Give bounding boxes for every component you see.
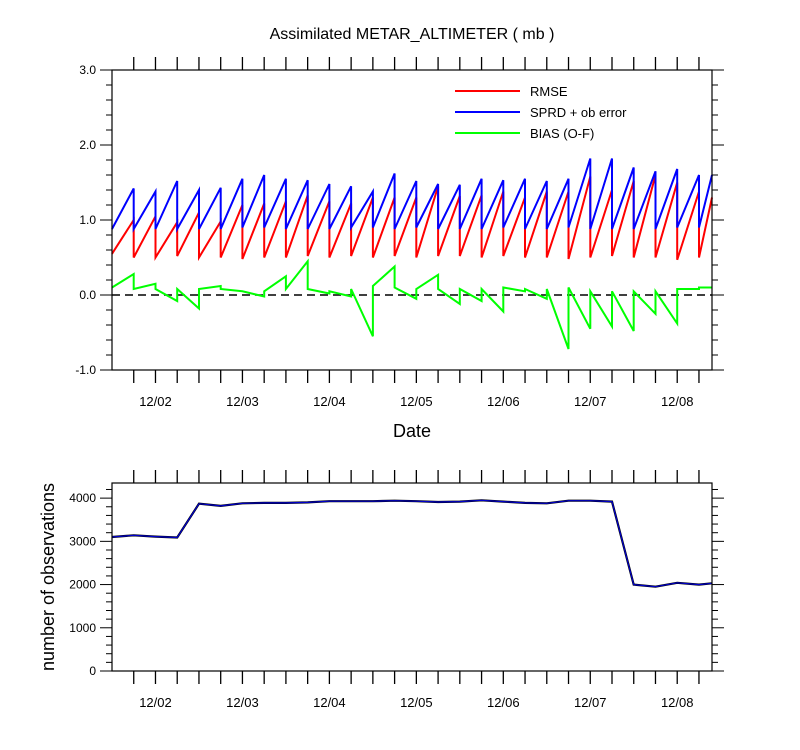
legend-label: RMSE <box>530 84 568 99</box>
y-tick-label: 2.0 <box>79 138 96 152</box>
series-line-sprd-ob-error <box>111 158 713 233</box>
x-tick-label: 12/02 <box>139 695 172 710</box>
x-axis-label: Date <box>393 421 431 441</box>
chart-title: Assimilated METAR_ALTIMETER ( mb ) <box>270 26 555 43</box>
observations-line <box>111 499 713 588</box>
top-plot-frame <box>111 69 713 371</box>
x-tick-label: 12/08 <box>661 394 694 409</box>
y-tick-label: 3000 <box>69 534 96 548</box>
top-chart: Assimilated METAR_ALTIMETER ( mb ) -1.0 0… <box>75 26 724 441</box>
x-tick-label: 12/06 <box>487 695 520 710</box>
y-tick-label: -1.0 <box>75 363 96 377</box>
x-tick-label: 12/05 <box>400 394 433 409</box>
bottom-chart: 0 1000 2000 3000 4000 12/02 12/03 12/04 12/05 12/… <box>38 470 724 710</box>
observations-line-overlay <box>111 499 713 588</box>
bottom-plot-frame <box>111 482 713 672</box>
legend-label: SPRD + ob error <box>530 105 627 120</box>
x-tick-label: 12/03 <box>226 695 259 710</box>
x-tick-label: 12/05 <box>400 695 433 710</box>
y-tick-label: 1.0 <box>79 213 96 227</box>
legend-label: BIAS (O-F) <box>530 126 594 141</box>
x-tick-label: 12/06 <box>487 394 520 409</box>
x-tick-label: 12/02 <box>139 394 172 409</box>
series-line-bias-o-f <box>111 258 712 350</box>
y-tick-label: 1000 <box>69 621 96 635</box>
x-tick-label: 12/07 <box>574 695 607 710</box>
y-tick-label: 2000 <box>69 578 96 592</box>
y-axis-label: number of observations <box>38 483 58 671</box>
x-tick-label: 12/08 <box>661 695 694 710</box>
x-tick-label: 12/03 <box>226 394 259 409</box>
legend: RMSE SPRD + ob error BIAS (O-F) <box>455 84 627 141</box>
y-tick-label: 0.0 <box>79 288 96 302</box>
y-tick-label: 4000 <box>69 491 96 505</box>
y-tick-label: 0 <box>89 664 96 678</box>
series-line-rmse <box>111 174 713 262</box>
bottom-plot-area: 0 1000 2000 3000 4000 12/02 12/03 12/04 12/05 12/… <box>69 470 724 710</box>
x-tick-label: 12/07 <box>574 394 607 409</box>
top-plot-area: -1.0 0.0 1.0 2.0 3.0 12/02 12/03 12/04 12/05 12/0… <box>75 57 724 409</box>
y-tick-label: 3.0 <box>79 63 96 77</box>
x-tick-label: 12/04 <box>313 394 346 409</box>
x-tick-label: 12/04 <box>313 695 346 710</box>
